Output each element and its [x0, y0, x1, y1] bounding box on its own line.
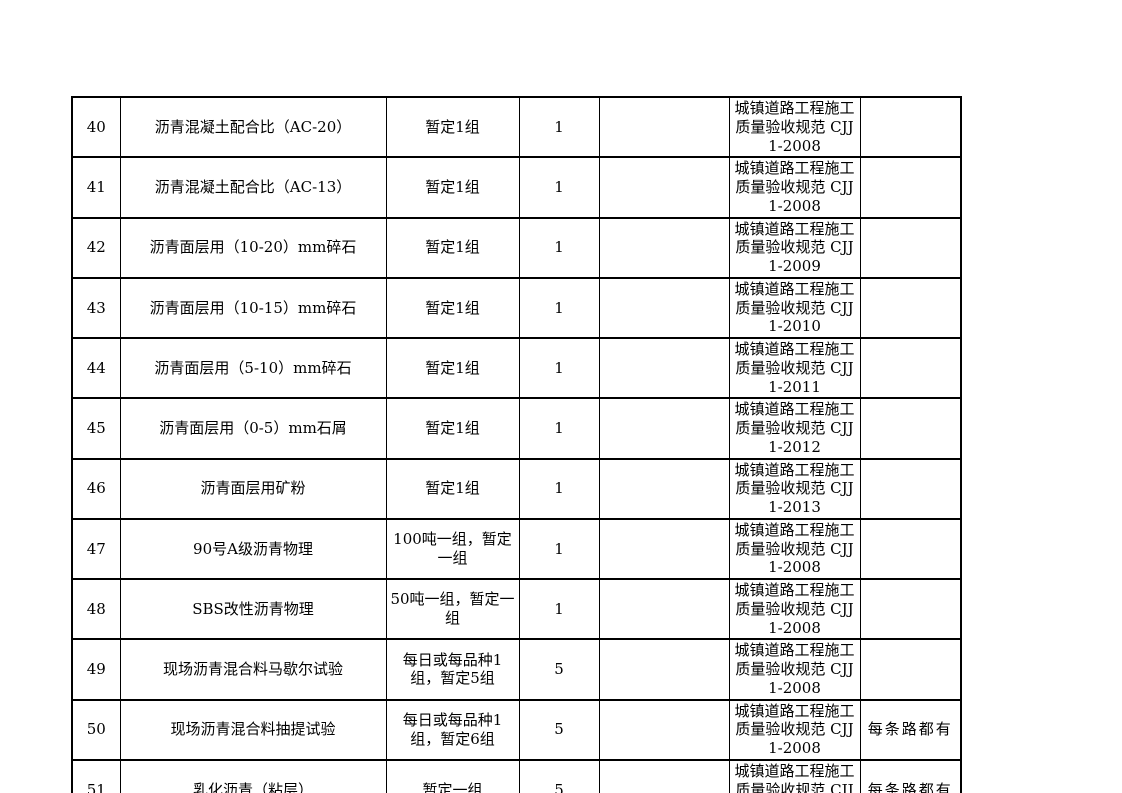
- cell-sampling-frequency: 100吨一组，暂定一组: [385, 517, 520, 581]
- cell-standard-reference: 城镇道路工程施工质量验收规范 CJJ1-2008: [728, 517, 861, 581]
- table-row: 47 90号A级沥青物理 100吨一组，暂定一组 1 城镇道路工程施工质量验收规…: [71, 517, 962, 581]
- cell-test-item: 沥青面层用矿粉: [119, 457, 387, 520]
- cell-row-number: 41: [71, 156, 121, 219]
- cell-quantity: 1: [518, 577, 600, 641]
- cell-row-number: 49: [71, 638, 121, 701]
- cell-row-number: 50: [71, 698, 121, 761]
- cell-row-number: 43: [71, 276, 121, 340]
- cell-note: [859, 577, 962, 641]
- cell-note: [859, 95, 962, 159]
- cell-sampling-frequency: 暂定1组: [385, 276, 520, 340]
- cell-row-number: 40: [71, 95, 121, 159]
- table-row: 44 沥青面层用（5-10）mm碎石 暂定1组 1 城镇道路工程施工质量验收规范…: [71, 336, 962, 400]
- cell-quantity: 5: [518, 758, 600, 793]
- cell-row-number: 46: [71, 457, 121, 520]
- cell-blank: [598, 577, 730, 641]
- cell-note: [859, 457, 962, 520]
- cell-sampling-frequency: 每日或每品种1组，暂定6组: [385, 698, 520, 761]
- cell-note: [859, 336, 962, 400]
- cell-standard-reference: 城镇道路工程施工质量验收规范 CJJ1-2008: [728, 638, 861, 701]
- cell-row-number: 45: [71, 397, 121, 460]
- cell-note: [859, 276, 962, 340]
- cell-test-item: 沥青混凝土配合比（AC-20）: [119, 95, 387, 159]
- cell-row-number: 42: [71, 216, 121, 279]
- table-row: 49 现场沥青混合料马歇尔试验 每日或每品种1组，暂定5组 5 城镇道路工程施工…: [71, 638, 962, 701]
- table-row: 46 沥青面层用矿粉 暂定1组 1 城镇道路工程施工质量验收规范 CJJ1-20…: [71, 457, 962, 520]
- table-row: 42 沥青面层用（10-20）mm碎石 暂定1组 1 城镇道路工程施工质量验收规…: [71, 216, 962, 279]
- cell-quantity: 1: [518, 95, 600, 159]
- cell-blank: [598, 638, 730, 701]
- cell-quantity: 1: [518, 216, 600, 279]
- cell-test-item: 沥青面层用（10-20）mm碎石: [119, 216, 387, 279]
- cell-note: [859, 216, 962, 279]
- cell-blank: [598, 156, 730, 219]
- cell-note: [859, 156, 962, 219]
- cell-row-number: 44: [71, 336, 121, 400]
- cell-standard-reference: 城镇道路工程施工质量验收规范 CJJ1-2012: [728, 397, 861, 460]
- table-row: 41 沥青混凝土配合比（AC-13） 暂定1组 1 城镇道路工程施工质量验收规范…: [71, 156, 962, 219]
- cell-sampling-frequency: 暂定1组: [385, 336, 520, 400]
- table-row: 51 乳化沥青（粘层） 暂定一组 5 城镇道路工程施工质量验收规范 CJJ1-2…: [71, 758, 962, 793]
- cell-sampling-frequency: 暂定一组: [385, 758, 520, 793]
- cell-test-item: 沥青面层用（10-15）mm碎石: [119, 276, 387, 340]
- cell-sampling-frequency: 暂定1组: [385, 397, 520, 460]
- cell-test-item: 现场沥青混合料马歇尔试验: [119, 638, 387, 701]
- cell-standard-reference: 城镇道路工程施工质量验收规范 CJJ1-2013: [728, 457, 861, 520]
- cell-sampling-frequency: 暂定1组: [385, 457, 520, 520]
- cell-note: [859, 397, 962, 460]
- cell-standard-reference: 城镇道路工程施工质量验收规范 CJJ1-2008: [728, 95, 861, 159]
- cell-blank: [598, 216, 730, 279]
- cell-note: [859, 638, 962, 701]
- cell-standard-reference: 城镇道路工程施工质量验收规范 CJJ1-2009: [728, 216, 861, 279]
- cell-row-number: 51: [71, 758, 121, 793]
- table-row: 40 沥青混凝土配合比（AC-20） 暂定1组 1 城镇道路工程施工质量验收规范…: [71, 95, 962, 159]
- cell-blank: [598, 698, 730, 761]
- cell-sampling-frequency: 50吨一组，暂定一组: [385, 577, 520, 641]
- cell-test-item: 90号A级沥青物理: [119, 517, 387, 581]
- table-body: 40 沥青混凝土配合比（AC-20） 暂定1组 1 城镇道路工程施工质量验收规范…: [71, 95, 962, 793]
- cell-blank: [598, 336, 730, 400]
- cell-note: [859, 517, 962, 581]
- cell-test-item: 沥青面层用（0-5）mm石屑: [119, 397, 387, 460]
- cell-test-item: 乳化沥青（粘层）: [119, 758, 387, 793]
- table-row: 43 沥青面层用（10-15）mm碎石 暂定1组 1 城镇道路工程施工质量验收规…: [71, 276, 962, 340]
- cell-quantity: 1: [518, 156, 600, 219]
- cell-test-item: 沥青混凝土配合比（AC-13）: [119, 156, 387, 219]
- cell-sampling-frequency: 暂定1组: [385, 216, 520, 279]
- cell-test-item: SBS改性沥青物理: [119, 577, 387, 641]
- cell-blank: [598, 457, 730, 520]
- cell-note: 每条路都有: [859, 698, 962, 761]
- cell-test-item: 沥青面层用（5-10）mm碎石: [119, 336, 387, 400]
- test-items-table: 40 沥青混凝土配合比（AC-20） 暂定1组 1 城镇道路工程施工质量验收规范…: [71, 95, 962, 793]
- cell-standard-reference: 城镇道路工程施工质量验收规范 CJJ1-2008: [728, 577, 861, 641]
- cell-standard-reference: 城镇道路工程施工质量验收规范 CJJ1-2008: [728, 156, 861, 219]
- cell-standard-reference: 城镇道路工程施工质量验收规范 CJJ1-2011: [728, 336, 861, 400]
- cell-blank: [598, 397, 730, 460]
- cell-row-number: 47: [71, 517, 121, 581]
- table-row: 45 沥青面层用（0-5）mm石屑 暂定1组 1 城镇道路工程施工质量验收规范 …: [71, 397, 962, 460]
- cell-standard-reference: 城镇道路工程施工质量验收规范 CJJ1-2009: [728, 758, 861, 793]
- cell-blank: [598, 95, 730, 159]
- cell-quantity: 1: [518, 276, 600, 340]
- table-row: 50 现场沥青混合料抽提试验 每日或每品种1组，暂定6组 5 城镇道路工程施工质…: [71, 698, 962, 761]
- cell-quantity: 1: [518, 397, 600, 460]
- cell-standard-reference: 城镇道路工程施工质量验收规范 CJJ1-2010: [728, 276, 861, 340]
- cell-test-item: 现场沥青混合料抽提试验: [119, 698, 387, 761]
- table-row: 48 SBS改性沥青物理 50吨一组，暂定一组 1 城镇道路工程施工质量验收规范…: [71, 577, 962, 641]
- cell-sampling-frequency: 暂定1组: [385, 156, 520, 219]
- cell-quantity: 1: [518, 517, 600, 581]
- cell-blank: [598, 517, 730, 581]
- cell-blank: [598, 276, 730, 340]
- cell-sampling-frequency: 每日或每品种1组，暂定5组: [385, 638, 520, 701]
- cell-quantity: 1: [518, 336, 600, 400]
- cell-quantity: 5: [518, 638, 600, 701]
- cell-standard-reference: 城镇道路工程施工质量验收规范 CJJ1-2008: [728, 698, 861, 761]
- cell-quantity: 5: [518, 698, 600, 761]
- cell-quantity: 1: [518, 457, 600, 520]
- cell-blank: [598, 758, 730, 793]
- cell-note: 每条路都有: [859, 758, 962, 793]
- cell-row-number: 48: [71, 577, 121, 641]
- cell-sampling-frequency: 暂定1组: [385, 95, 520, 159]
